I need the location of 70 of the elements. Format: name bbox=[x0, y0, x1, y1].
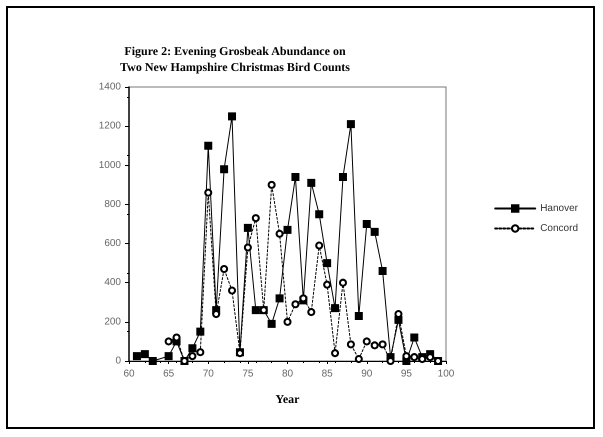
point bbox=[291, 173, 300, 182]
point bbox=[204, 188, 212, 197]
point bbox=[338, 173, 347, 182]
point bbox=[307, 178, 316, 187]
point bbox=[370, 228, 379, 236]
point bbox=[268, 180, 276, 189]
point bbox=[276, 230, 284, 238]
point bbox=[132, 352, 141, 360]
point bbox=[370, 341, 379, 350]
point bbox=[188, 344, 196, 352]
y-tick-label: 400 bbox=[104, 277, 122, 288]
y-tick-label: 600 bbox=[104, 238, 122, 250]
point bbox=[315, 210, 324, 218]
y-tick-label: 800 bbox=[104, 198, 122, 210]
point bbox=[252, 306, 260, 314]
point bbox=[164, 337, 173, 346]
x-tick-label: 100 bbox=[438, 368, 455, 380]
point bbox=[252, 214, 260, 222]
point bbox=[196, 348, 204, 356]
point bbox=[323, 280, 332, 289]
point bbox=[204, 142, 212, 150]
point bbox=[362, 220, 371, 228]
legend-label: Hanover bbox=[540, 203, 579, 214]
point bbox=[244, 224, 252, 232]
y-tick-label: 0 bbox=[115, 356, 122, 366]
x-tick-label: 70 bbox=[202, 368, 214, 380]
point bbox=[362, 337, 371, 346]
point bbox=[284, 318, 292, 326]
point bbox=[354, 355, 363, 364]
point bbox=[140, 350, 149, 358]
point bbox=[315, 242, 324, 250]
x-tick-label: 80 bbox=[282, 368, 294, 380]
x-tick-label: 90 bbox=[361, 368, 373, 380]
x-tick-label: 65 bbox=[163, 368, 175, 380]
point bbox=[164, 352, 173, 360]
point bbox=[268, 320, 276, 328]
y-tick-label: 200 bbox=[104, 316, 122, 328]
point bbox=[228, 286, 236, 295]
y-tick-label: 1200 bbox=[98, 120, 122, 132]
point bbox=[323, 259, 332, 268]
x-tick-label: 75 bbox=[242, 368, 254, 380]
point bbox=[196, 328, 204, 336]
legend-label: Concord bbox=[540, 223, 578, 234]
point bbox=[346, 120, 355, 128]
point bbox=[338, 278, 347, 287]
point bbox=[148, 357, 157, 365]
point bbox=[284, 226, 292, 234]
x-tick-label: 85 bbox=[322, 368, 334, 380]
point bbox=[410, 353, 418, 362]
point bbox=[291, 300, 300, 308]
point bbox=[378, 266, 387, 275]
point bbox=[331, 304, 340, 312]
x-tick-label: 95 bbox=[400, 368, 412, 380]
point bbox=[220, 265, 228, 274]
point bbox=[276, 294, 284, 302]
x-axis-title: Year bbox=[276, 392, 300, 406]
point bbox=[410, 334, 418, 342]
point bbox=[354, 312, 363, 320]
point bbox=[346, 340, 355, 348]
y-tick-label: 1400 bbox=[98, 82, 122, 92]
point bbox=[188, 352, 196, 360]
chart-title: Figure 2: Evening Grosbeak Abundance on Two New Hampshire Christmas Bird Counts bbox=[120, 44, 350, 74]
y-tick-label: 1000 bbox=[98, 160, 122, 171]
x-tick-label: 60 bbox=[123, 368, 135, 380]
point bbox=[244, 243, 252, 252]
point bbox=[228, 112, 236, 120]
point bbox=[307, 308, 316, 316]
point bbox=[220, 165, 228, 174]
point bbox=[378, 340, 387, 348]
point bbox=[331, 349, 340, 358]
